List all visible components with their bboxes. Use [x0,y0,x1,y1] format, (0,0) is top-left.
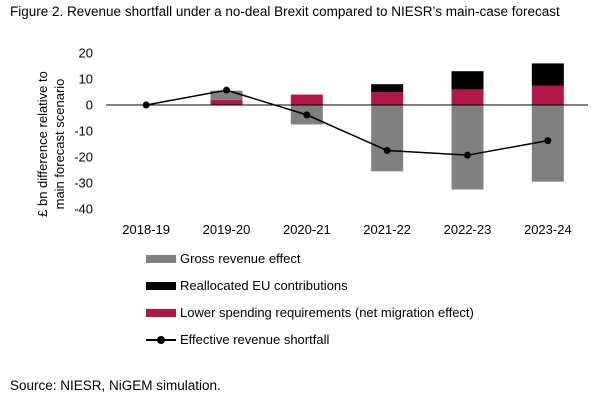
y-axis-label-line1: £ bn difference relative to [35,71,50,217]
line-effective-revenue-shortfall [146,89,548,156]
chart: £ bn difference relative to main forecas… [35,46,588,237]
bar-reallocated-eu-contributions-2022-23 [451,71,484,90]
legend-item: Reallocated EU contributions [146,277,566,295]
figure-title: Figure 2. Revenue shortfall under a no-d… [10,4,560,19]
bar-gross-revenue-effect-2019-20 [210,90,243,100]
y-tick-label: -10 [74,124,93,139]
line-point-2018-19 [142,101,150,109]
line-point-2020-21 [303,111,311,119]
bar-lower-spending-requirements-net-migration-effect-2022-23 [451,89,484,105]
x-tick-label: 2022-23 [444,222,492,237]
source-note: Source: NIESR, NiGEM simulation. [10,378,221,393]
bar-lower-spending-requirements-net-migration-effect-2020-21 [290,94,323,105]
bar-lower-spending-requirements-net-migration-effect-2023-24 [531,85,564,105]
x-tick-label: 2021-22 [363,222,411,237]
x-tick-label: 2018-19 [122,222,170,237]
legend-label: Lower spending requirements (net migrati… [180,305,474,320]
y-tick-label: 10 [79,72,93,87]
x-tick-label: 2023-24 [524,222,572,237]
line-point-2022-23 [464,151,471,159]
legend-item: Effective revenue shortfall [146,331,566,349]
legend-item: Gross revenue effect [146,250,566,268]
bar-lower-spending-requirements-net-migration-effect-2019-20 [210,99,243,105]
bar-lower-spending-requirements-net-migration-effect-2021-22 [371,92,404,105]
y-tick-label: -40 [74,202,93,217]
y-tick-label: 0 [86,98,93,113]
legend-label: Gross revenue effect [180,251,301,266]
bar-reallocated-eu-contributions-2023-24 [531,63,564,86]
x-tick-label: 2019-20 [203,222,251,237]
legend-item: Lower spending requirements (net migrati… [146,304,566,322]
y-tick-label: -30 [74,176,93,191]
legend-swatch [146,282,176,290]
line-point-2021-22 [383,147,391,154]
y-tick-label: -20 [74,150,93,165]
bar-gross-revenue-effect-2022-23 [451,105,484,190]
legend-swatch [146,255,176,263]
bar-reallocated-eu-contributions-2021-22 [371,84,404,92]
bar-gross-revenue-effect-2021-22 [371,105,404,172]
x-tick-label: 2020-21 [283,222,331,237]
legend-label: Reallocated EU contributions [180,278,348,293]
legend-dot-marker [157,336,165,344]
y-tick-label: 20 [79,46,93,61]
legend-label: Effective revenue shortfall [180,332,330,347]
line-point-2023-24 [544,137,552,145]
y-axis-label-line2: main forecast scenario [52,79,67,210]
line-point-2019-20 [223,86,230,94]
legend-swatch [146,309,176,317]
